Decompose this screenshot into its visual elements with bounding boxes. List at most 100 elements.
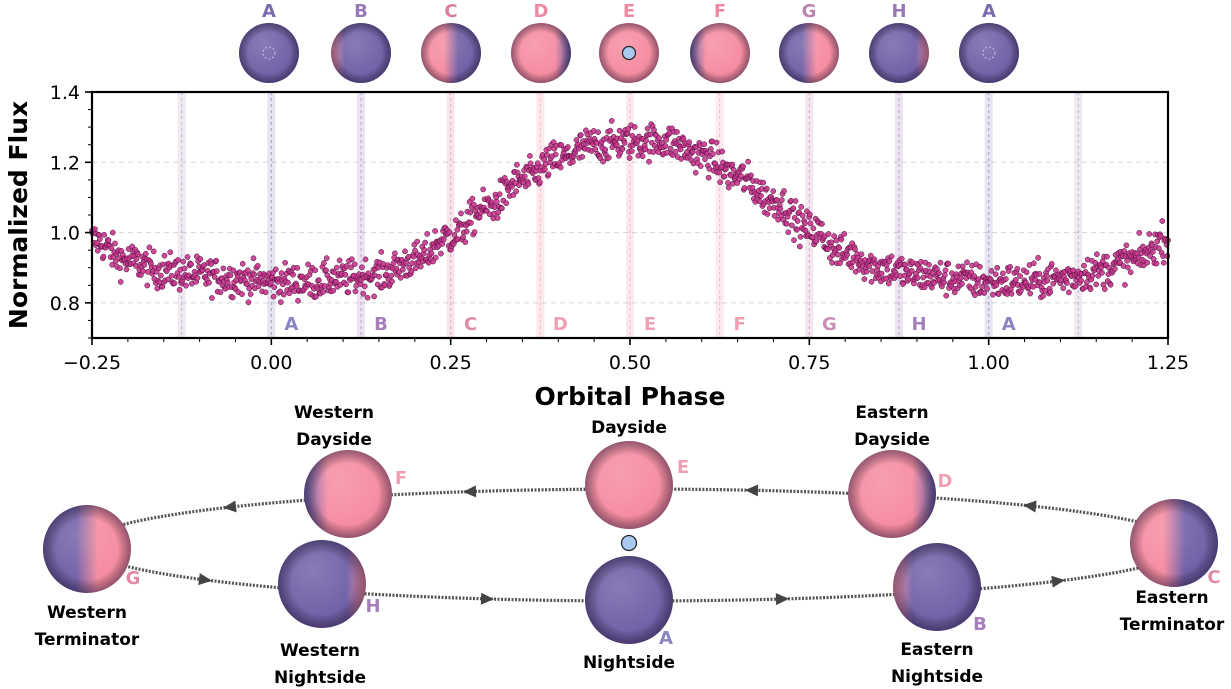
data-point <box>496 191 503 198</box>
data-point <box>245 299 252 306</box>
data-point <box>616 127 623 134</box>
phase-planet-letter: G <box>802 1 817 22</box>
data-point <box>791 237 797 244</box>
data-point <box>885 280 892 287</box>
orbit-arrow-icon <box>745 484 759 497</box>
data-point <box>503 200 510 207</box>
data-point <box>105 237 112 244</box>
phase-marker-label: A <box>1002 314 1016 335</box>
data-point <box>647 131 654 138</box>
phase-marker-label: H <box>911 314 926 335</box>
phase-planet-c-icon <box>421 23 481 83</box>
data-point <box>471 229 478 235</box>
data-point <box>140 268 146 274</box>
data-point <box>931 280 937 286</box>
data-point <box>825 231 832 237</box>
data-point <box>856 266 863 273</box>
phase-planet-d-icon <box>511 23 571 83</box>
transit-star-outline-icon <box>262 46 276 60</box>
x-tick-label: 1.00 <box>968 352 1010 374</box>
data-point <box>785 229 792 236</box>
data-point <box>262 289 269 296</box>
data-point <box>608 118 615 124</box>
data-point <box>499 205 505 212</box>
orbit-planet-letter: C <box>1207 567 1220 588</box>
data-point <box>468 220 474 226</box>
data-point <box>313 293 319 300</box>
phase-planet-a-icon <box>239 23 299 83</box>
data-point <box>362 256 369 263</box>
data-point <box>1007 264 1013 270</box>
data-point <box>1050 280 1057 287</box>
data-point <box>777 205 784 212</box>
data-point <box>697 163 704 169</box>
data-point <box>403 259 410 266</box>
data-point <box>521 173 528 180</box>
phase-planet-letter: A <box>262 1 276 22</box>
data-point <box>150 248 157 255</box>
data-point <box>868 278 875 285</box>
data-point <box>798 203 805 210</box>
data-point <box>315 277 322 283</box>
data-point <box>662 143 669 149</box>
orbit-planet-label: Dayside <box>296 430 372 450</box>
data-point <box>272 266 279 273</box>
orbit-planet-letter: E <box>677 457 689 478</box>
data-point <box>943 292 950 299</box>
orbit-arrow-icon <box>480 592 494 605</box>
data-point <box>463 228 470 235</box>
data-point <box>902 261 909 268</box>
data-point <box>1063 280 1070 286</box>
data-point <box>869 268 876 274</box>
data-point <box>1047 289 1054 295</box>
orbit-planet-label: Nightside <box>583 653 675 673</box>
data-point <box>254 263 261 269</box>
data-point <box>646 158 652 165</box>
data-point <box>534 160 541 167</box>
data-point <box>600 158 606 165</box>
data-point <box>577 132 584 138</box>
data-point <box>158 272 164 279</box>
data-point <box>117 265 123 272</box>
data-point <box>738 173 744 179</box>
data-point <box>290 271 296 278</box>
data-point <box>628 148 635 155</box>
orbit-arrow-icon <box>775 593 789 606</box>
data-point <box>866 263 873 269</box>
data-point <box>745 158 751 165</box>
data-point <box>841 231 848 237</box>
data-point <box>271 284 278 291</box>
data-point <box>838 236 845 243</box>
data-point <box>1060 285 1067 292</box>
data-point <box>146 244 153 251</box>
phase-planet-e-icon <box>599 23 659 83</box>
data-point <box>208 261 215 267</box>
data-point <box>639 153 646 160</box>
data-point <box>312 267 319 274</box>
orbit-arrow-icon <box>1023 500 1037 513</box>
data-point <box>595 129 601 136</box>
data-point <box>801 220 808 227</box>
data-point <box>333 264 340 271</box>
orbit-planet-letter: B <box>973 614 987 635</box>
data-point <box>323 267 329 274</box>
data-point <box>217 289 224 296</box>
data-point <box>251 271 258 278</box>
data-point <box>286 290 293 297</box>
data-point <box>992 271 999 278</box>
data-point <box>525 181 532 187</box>
data-point <box>794 226 800 233</box>
phase-planet-letter: B <box>354 1 368 22</box>
data-point <box>977 263 983 270</box>
data-point <box>417 263 424 270</box>
data-point <box>605 154 612 161</box>
data-point <box>250 255 257 262</box>
x-tick-label: −0.25 <box>63 352 121 374</box>
data-point <box>819 221 825 227</box>
data-point <box>758 192 764 199</box>
data-point <box>184 254 191 260</box>
orbit-arrow-icon <box>1051 575 1065 588</box>
data-point <box>352 288 359 295</box>
data-point <box>112 240 118 247</box>
data-point <box>493 199 500 205</box>
